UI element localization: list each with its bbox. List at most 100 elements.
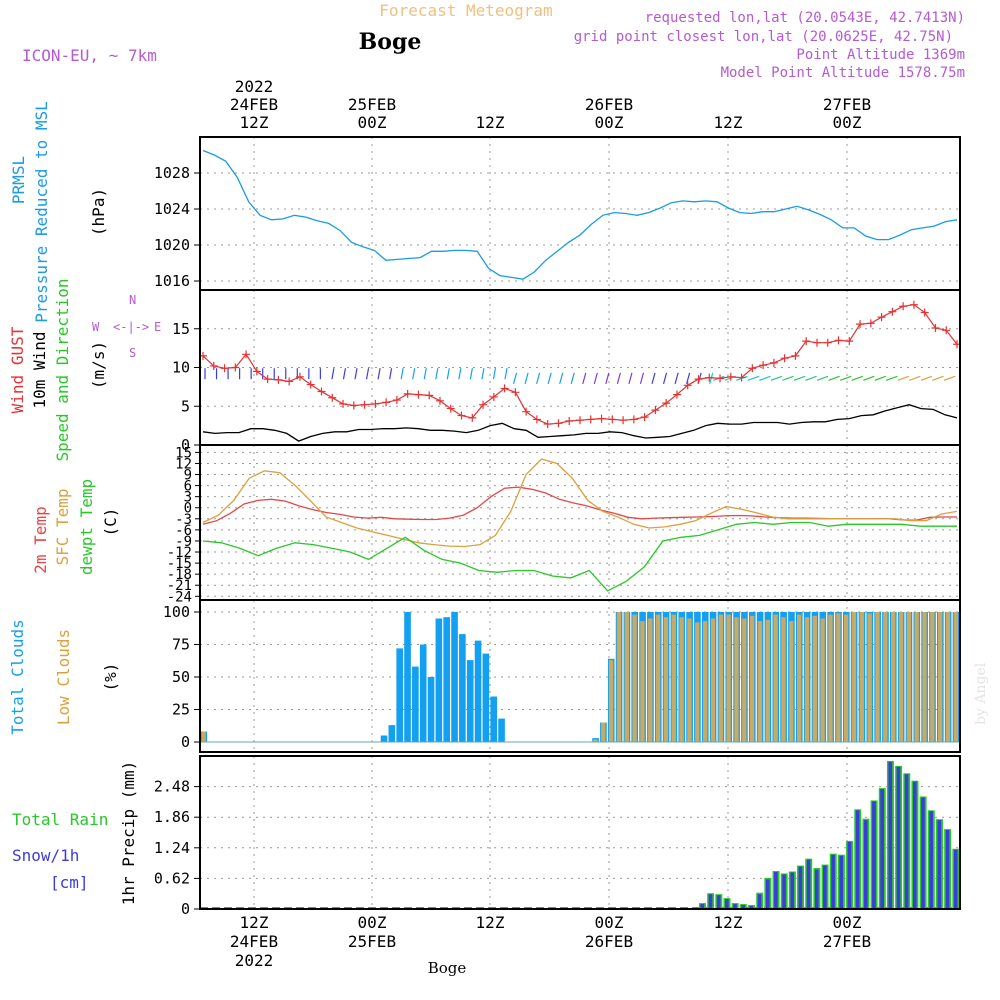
wind-direction-arrow [920, 375, 933, 381]
wind-gust-marker [371, 399, 380, 408]
wind-direction-arrow [547, 372, 552, 385]
wind-direction-arrow [851, 375, 863, 381]
low-cloud-bar [616, 612, 622, 742]
wind-gust-marker [522, 407, 531, 416]
y-tick-label: 1020 [154, 236, 190, 254]
low-clouds-label: Low Clouds [54, 629, 73, 725]
wind-direction-arrow [582, 372, 587, 385]
snow-bar [782, 874, 786, 909]
bottom-hour-label: 00Z [595, 913, 624, 932]
y-tick-label: -21 [167, 578, 192, 594]
low-cloud-bar [828, 614, 833, 742]
low-cloud-bar [953, 612, 958, 742]
wind-gust-marker [231, 363, 240, 372]
wind-direction-arrow [492, 368, 497, 380]
wind-gust-marker [489, 392, 498, 401]
snow-bar [741, 905, 746, 909]
location-title: Boge [359, 29, 422, 55]
wind-direction-arrow [651, 372, 656, 385]
wind-gust-marker [942, 326, 951, 335]
precipitation-panel [199, 755, 961, 910]
wind-direction-arrow [524, 372, 529, 385]
total-cloud-bar [466, 660, 474, 742]
low-cloud-bar [930, 612, 935, 742]
low-cloud-bar [859, 612, 864, 742]
wind-direction-arrow [342, 368, 347, 380]
bottom-hour-label: 12Z [240, 913, 269, 932]
wind-gust-marker [651, 406, 660, 415]
sfc-temp-line [202, 458, 958, 548]
wind-gust-marker [877, 313, 886, 322]
snow-bar [823, 865, 827, 909]
snow-bar [798, 866, 803, 909]
wind-direction-arrow [828, 375, 840, 381]
total-cloud-bar [498, 718, 505, 742]
y-tick-label: -24 [167, 589, 192, 605]
low-cloud-bar [726, 614, 731, 742]
temp-unit-label: (C) [101, 508, 120, 537]
footer-location: Boge [428, 959, 467, 977]
wind-gust-marker [694, 375, 703, 384]
low-cloud-bar [781, 617, 786, 742]
point-altitude: Point Altitude 1369m [796, 47, 965, 63]
low-cloud-bar [765, 619, 770, 742]
wind-direction-arrow [377, 368, 381, 380]
wind-gust-marker [295, 372, 304, 381]
wind-gust-marker [360, 400, 369, 409]
wind-direction-arrow [559, 372, 564, 385]
wind-direction-arrow [897, 375, 910, 381]
total-rain-label: Total Rain [12, 810, 108, 829]
snow-bar [700, 904, 705, 909]
wind-direction-arrow [412, 368, 416, 380]
grid-point-coords: grid point closest lon,lat (20.0625E, 42… [574, 29, 953, 45]
snow-bar [896, 766, 901, 909]
low-cloud-bar [593, 739, 598, 742]
wind-gust-marker [263, 375, 272, 384]
y-tick-label: 1.86 [154, 808, 190, 826]
dewpt-temp-label: dewpt Temp [77, 479, 96, 575]
wind-gust-marker [629, 415, 638, 424]
snow-bar [708, 894, 713, 909]
wind-direction-arrow [605, 372, 610, 385]
y-tick-label: 1028 [154, 164, 190, 182]
wind-gust-marker [511, 388, 520, 397]
low-cloud-bar [679, 617, 684, 742]
wind-gust-marker [403, 389, 412, 398]
wind-gust-marker [748, 364, 757, 373]
wind-gust-marker [802, 337, 811, 346]
y-tick-label: -18 [167, 567, 192, 583]
wind-direction-arrow [805, 375, 817, 381]
wind-direction-arrow [709, 372, 714, 385]
low-cloud-bar [749, 615, 755, 742]
snow-bar [757, 894, 762, 909]
wind-gust-marker [888, 307, 897, 316]
low-cloud-bar [914, 612, 919, 742]
total-clouds-label: Total Clouds [8, 619, 27, 735]
snow-bar [929, 811, 933, 909]
pressure-unit-label: (hPa) [89, 188, 108, 236]
bottom-date-label: 26FEB [585, 932, 633, 951]
low-cloud-bar [695, 622, 700, 742]
low-cloud-bar [640, 621, 645, 742]
wind-gust-marker [252, 367, 261, 376]
y-tick-label: 0 [181, 900, 190, 918]
wind-gust-marker [392, 396, 401, 405]
y-tick-label: 12 [175, 456, 192, 472]
wind-direction-arrow [628, 372, 633, 385]
wind-direction-arrow [639, 372, 645, 385]
y-tick-label: 1024 [154, 200, 190, 218]
wind-gust-marker [242, 350, 251, 359]
snow-bar [880, 789, 884, 909]
top-hour-label: 00Z [358, 113, 387, 132]
y-tick-label: 0 [181, 436, 190, 454]
low-cloud-bar [663, 617, 669, 742]
model-label: ICON-EU, ~ 7km [22, 46, 157, 65]
top-hour-label: 00Z [595, 113, 624, 132]
low-cloud-bar [789, 621, 794, 742]
top-date-label: 25FEB [348, 95, 396, 114]
y-tick-label: -9 [175, 534, 192, 550]
wind-direction-arrow [570, 372, 575, 385]
low-cloud-bar [906, 612, 911, 742]
y-tick-label: -3 [175, 512, 192, 528]
wind-gust-marker [812, 338, 821, 347]
